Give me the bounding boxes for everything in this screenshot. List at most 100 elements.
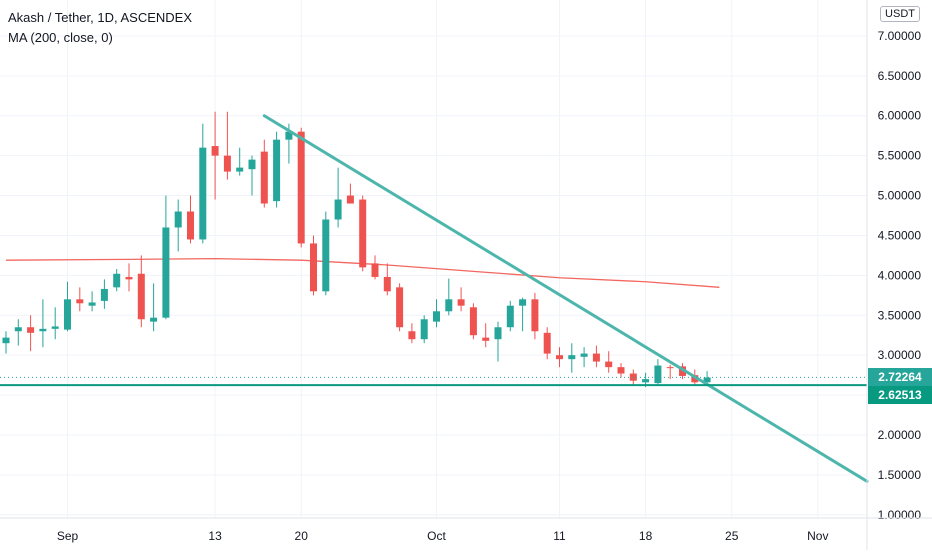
candle-body: [605, 361, 613, 368]
candle-body: [211, 146, 219, 156]
candle-down: [605, 351, 613, 373]
y-tick-label: 5.00000: [878, 189, 922, 203]
candle-body: [506, 305, 514, 328]
candle-up: [334, 167, 342, 228]
descending-trendline: [262, 114, 869, 483]
candle-up: [494, 321, 502, 362]
candles-layer: [2, 111, 711, 388]
candle-down: [396, 283, 404, 332]
candle-down: [457, 287, 465, 312]
candle-up: [236, 147, 244, 176]
candle-up: [14, 319, 22, 346]
currency-badge[interactable]: USDT: [880, 6, 920, 22]
candle-down: [211, 111, 219, 200]
candle-body: [617, 367, 625, 374]
candle-body: [531, 299, 539, 332]
candle-body: [580, 353, 588, 357]
y-tick-label: 3.00000: [878, 348, 922, 362]
candle-up: [100, 279, 108, 309]
candle-down: [531, 292, 539, 340]
candle-up: [51, 307, 59, 340]
x-tick-label: 13: [208, 529, 222, 543]
candle-body: [14, 327, 22, 332]
candle-down: [359, 195, 367, 272]
candle-body: [260, 151, 268, 204]
candle-body: [76, 299, 84, 304]
candle-down: [260, 139, 268, 208]
y-tick-label: 1.00000: [878, 508, 922, 522]
candle-body: [162, 227, 170, 318]
candle-down: [297, 127, 305, 248]
indicator-label[interactable]: MA (200, close, 0): [8, 30, 113, 45]
candle-body: [248, 159, 256, 170]
candle-body: [371, 263, 379, 277]
x-tick-label: 18: [639, 529, 653, 543]
y-tick-label: 6.00000: [878, 109, 922, 123]
candle-down: [187, 195, 194, 244]
candle-body: [137, 273, 145, 320]
candle-up: [322, 211, 330, 296]
candle-up: [174, 199, 182, 252]
grid-layer: [0, 0, 867, 518]
support-level-tag: 2.62513: [868, 386, 932, 405]
candle-up: [150, 283, 158, 332]
candle-body: [420, 319, 428, 340]
candle-body: [469, 307, 477, 336]
candle-body: [433, 311, 440, 322]
candle-down: [556, 347, 563, 368]
candle-down: [543, 327, 551, 360]
candle-down: [629, 369, 637, 386]
candle-body: [113, 273, 121, 288]
y-tick-label: 3.50000: [878, 308, 922, 322]
candle-body: [629, 373, 637, 381]
candle-body: [383, 276, 391, 292]
candle-up: [248, 155, 256, 196]
candle-body: [568, 355, 576, 360]
current-price-tag: 2.72264: [868, 368, 932, 387]
y-tick-label: 6.50000: [878, 69, 922, 83]
candle-body: [654, 365, 662, 384]
candle-body: [334, 199, 342, 220]
candle-down: [346, 183, 354, 204]
y-tick-label: 4.00000: [878, 268, 922, 282]
candle-body: [285, 131, 293, 140]
candle-body: [679, 366, 686, 376]
candle-down: [371, 255, 379, 280]
candle-body: [346, 195, 354, 204]
candle-body: [150, 317, 158, 322]
x-tick-label: 20: [295, 529, 309, 543]
candle-body: [482, 337, 490, 341]
candle-up: [519, 297, 527, 332]
candle-body: [396, 287, 404, 328]
y-tick-label: 7.00000: [878, 29, 922, 43]
candle-body: [494, 327, 502, 340]
candle-up: [433, 299, 440, 328]
symbol-title[interactable]: Akash / Tether, 1D, ASCENDEX: [8, 10, 193, 25]
candle-up: [420, 315, 428, 344]
candle-body: [223, 155, 231, 172]
candle-body: [691, 375, 699, 383]
candle-body: [39, 328, 47, 332]
candle-down: [76, 287, 84, 312]
candle-down: [408, 323, 416, 344]
candle-body: [408, 331, 416, 340]
y-tick-label: 4.50000: [878, 228, 922, 242]
candle-body: [100, 288, 108, 301]
candle-down: [125, 263, 133, 292]
candle-down: [310, 235, 317, 296]
candle-up: [445, 278, 453, 316]
candle-up: [64, 281, 71, 332]
candle-up: [654, 359, 662, 385]
candle-down: [223, 111, 231, 180]
candle-body: [51, 326, 59, 329]
candle-down: [679, 363, 686, 380]
x-tick-label: Oct: [427, 529, 446, 543]
candle-body: [297, 131, 305, 244]
y-tick-label: 5.50000: [878, 149, 922, 163]
candle-up: [506, 300, 514, 332]
candle-body: [27, 327, 35, 333]
candle-up: [2, 331, 10, 354]
